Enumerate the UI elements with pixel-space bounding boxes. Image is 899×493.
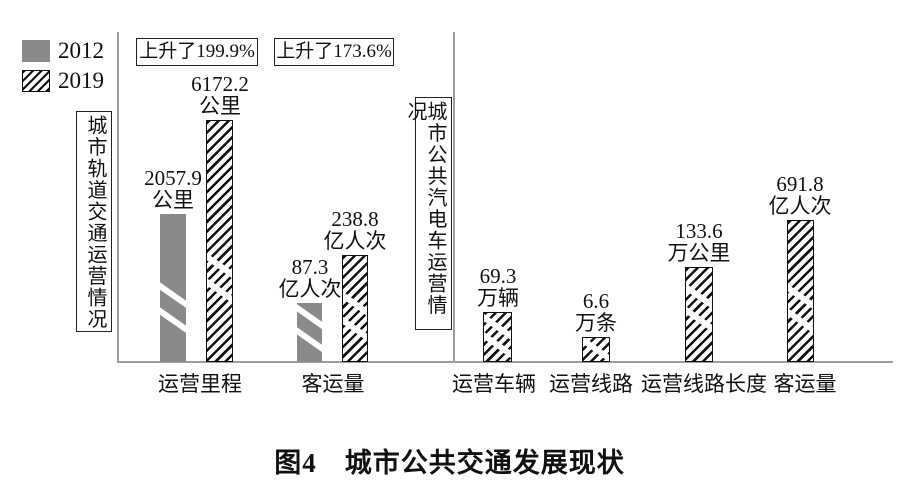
unit: 万条 (575, 310, 617, 335)
legend-swatch-2012-solid (22, 40, 50, 62)
axis-break-mark (788, 283, 813, 311)
category-label-bus-lines: 运营线路 (549, 372, 633, 396)
bus-section-y-axis (453, 32, 455, 362)
bar-2019-rail-passengers (342, 255, 368, 362)
value-label-rail-passengers-2019: 238.8 亿人次 (295, 208, 415, 252)
axis-break-mark (583, 338, 609, 361)
value: 87.3 (291, 254, 329, 279)
value-label-rail-mileage-2012: 2057.9 公里 (113, 167, 233, 211)
axis-break-mark (343, 290, 367, 318)
legend: 2012 2019 (22, 38, 104, 100)
bar-2019-bus-lines (582, 337, 610, 362)
value-label-rail-mileage-2019: 6172.2 公里 (160, 73, 280, 117)
value: 691.8 (776, 171, 824, 196)
bar-2019-bus-line-length (685, 267, 713, 362)
x-axis-baseline (117, 361, 893, 363)
legend-item-2012: 2012 (22, 38, 104, 63)
annotation-rise-mileage: 上升了199.9% (136, 38, 258, 66)
category-label-bus-passengers: 客运量 (773, 372, 837, 396)
axis-break-mark (686, 281, 712, 311)
axis-break-mark (160, 280, 186, 310)
bar-2019-bus-vehicles (483, 312, 512, 362)
value: 6172.2 (191, 71, 249, 96)
category-label-rail-mileage: 运营里程 (158, 372, 242, 396)
axis-break-mark (297, 326, 322, 354)
value: 2057.9 (144, 165, 202, 190)
axis-break-mark (160, 305, 186, 335)
bar-2019-bus-passengers (787, 220, 814, 362)
axis-break-mark (788, 307, 813, 335)
rail-section-y-axis (117, 32, 119, 362)
category-label-bus-line-length: 运营线路长度 (641, 372, 767, 396)
value: 133.6 (675, 218, 723, 243)
bar-2012-rail-mileage (160, 214, 186, 362)
category-label-bus-vehicles: 运营车辆 (452, 372, 536, 396)
legend-label-2019: 2019 (58, 68, 104, 93)
legend-label-2012: 2012 (58, 38, 104, 63)
axis-break-mark (297, 303, 322, 331)
section-label-bus-trolleybus: 城市公共汽电车运营情况 (404, 97, 452, 330)
figure-title: 图4 城市公共交通发展现状 (274, 448, 625, 478)
bar-2012-rail-passengers (297, 303, 322, 362)
axis-break-mark (207, 252, 232, 280)
axis-break-mark (207, 277, 232, 305)
unit: 公里 (152, 187, 194, 212)
unit: 亿人次 (278, 276, 342, 301)
value-label-rail-passengers-2012: 87.3 亿人次 (250, 256, 370, 300)
value-label-bus-lines: 6.6 万条 (536, 290, 656, 334)
value: 6.6 (582, 288, 610, 313)
unit: 亿人次 (323, 228, 387, 253)
unit: 公里 (199, 93, 241, 118)
value-label-bus-line-length: 133.6 万公里 (639, 220, 759, 264)
value: 69.3 (479, 263, 517, 288)
category-label-rail-passengers: 客运量 (301, 372, 365, 396)
legend-swatch-2019-hatch (22, 70, 50, 92)
annotation-rise-passengers: 上升了173.6% (274, 38, 394, 66)
axis-break-mark (686, 304, 712, 334)
legend-item-2019: 2019 (22, 68, 104, 93)
unit: 亿人次 (768, 193, 832, 218)
value-label-bus-vehicles: 69.3 万辆 (438, 265, 558, 309)
value: 238.8 (331, 206, 379, 231)
value-label-bus-passengers: 691.8 亿人次 (740, 173, 860, 217)
section-label-rail-transit: 城市轨道交通运营情况 (76, 111, 112, 332)
bar-2019-rail-mileage (206, 120, 233, 362)
axis-break-mark (343, 315, 367, 343)
unit: 万辆 (477, 285, 519, 310)
unit: 万公里 (667, 240, 731, 265)
